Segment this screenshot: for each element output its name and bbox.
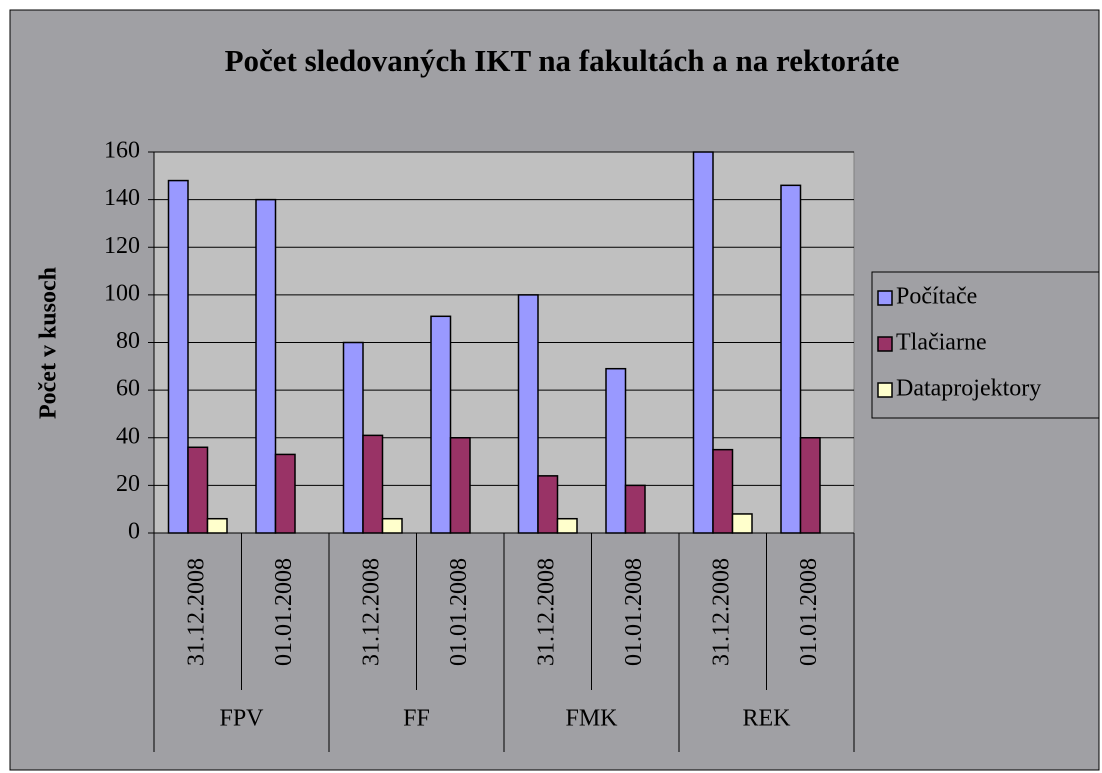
bar: [449, 437, 471, 534]
bar: [780, 184, 802, 534]
legend-label: Tlačiarne: [896, 330, 987, 356]
x-tick-label: 31.12.2008: [708, 558, 734, 666]
group-label: FF: [403, 706, 430, 732]
bar: [605, 367, 627, 534]
bar: [274, 453, 296, 534]
x-tick-label: 31.12.2008: [183, 558, 209, 666]
bar: [255, 198, 277, 534]
group-label: REK: [743, 706, 792, 732]
y-tick-label: 120: [104, 233, 140, 259]
legend-label: Dataprojektory: [896, 376, 1041, 402]
x-tick-label: 01.01.2008: [446, 558, 472, 666]
bar: [167, 179, 189, 534]
x-tick-label: 01.01.2008: [621, 558, 647, 666]
x-tick-label: 31.12.2008: [358, 558, 384, 666]
y-tick-label: 140: [104, 185, 140, 211]
legend-box: [871, 271, 1100, 419]
legend-swatch: [877, 382, 893, 398]
x-tick-label: 31.12.2008: [533, 558, 559, 666]
legend-swatch: [877, 290, 893, 306]
bar: [692, 151, 714, 534]
group-label: FMK: [565, 706, 618, 732]
chart-title: Počet sledovaných IKT na fakultách a na …: [225, 43, 900, 78]
y-tick-label: 160: [104, 138, 140, 164]
group-label: FPV: [219, 706, 264, 732]
y-axis-label: Počet v kusoch: [36, 267, 62, 419]
bar: [430, 315, 452, 534]
bar: [556, 517, 578, 534]
y-tick-label: 40: [116, 423, 140, 449]
y-tick-label: 20: [116, 471, 140, 497]
bar: [381, 517, 403, 534]
bar: [799, 437, 821, 534]
y-tick-label: 60: [116, 376, 140, 402]
bar: [731, 513, 753, 534]
bar: [206, 517, 228, 534]
bar: [537, 475, 559, 534]
legend-swatch: [877, 336, 893, 352]
y-tick-label: 100: [104, 280, 140, 306]
y-tick-label: 0: [128, 519, 140, 545]
bar: [342, 341, 364, 534]
bar: [517, 294, 539, 534]
bar: [187, 446, 209, 534]
bar: [624, 484, 646, 534]
bar: [712, 448, 734, 534]
x-tick-label: 01.01.2008: [796, 558, 822, 666]
x-tick-label: 01.01.2008: [271, 558, 297, 666]
legend-label: Počítače: [896, 284, 977, 310]
y-tick-label: 80: [116, 328, 140, 354]
bar: [362, 434, 384, 534]
